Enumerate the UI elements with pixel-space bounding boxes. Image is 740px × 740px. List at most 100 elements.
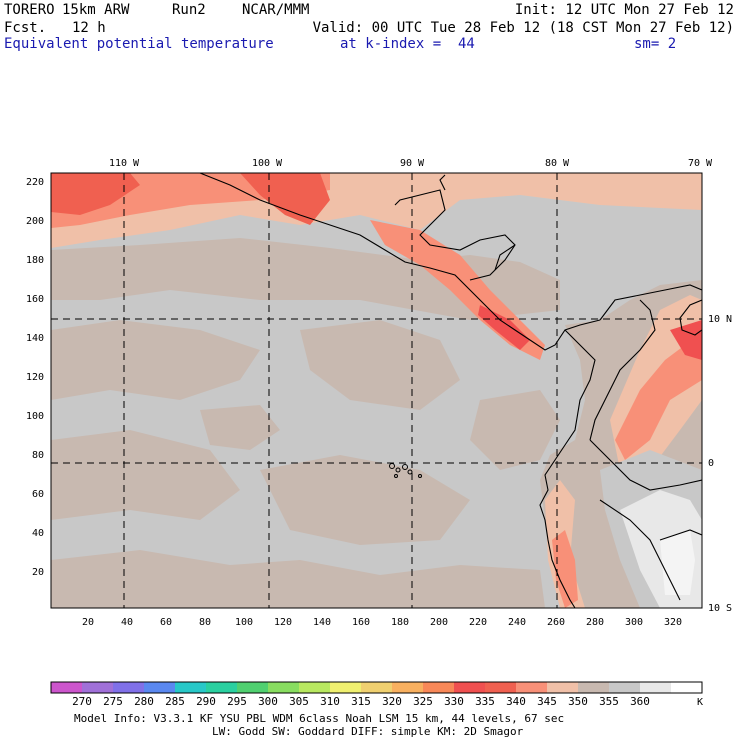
x-tick-label: 40	[121, 617, 133, 628]
coastlines	[199, 173, 702, 608]
run-label: Run2	[172, 2, 206, 18]
init-time: Init: 12 UTC Mon 27 Feb 12	[514, 2, 734, 18]
colorbar-swatch	[144, 682, 176, 693]
x-tick-label: 80	[199, 617, 211, 628]
theta-e-345-patches	[51, 238, 560, 608]
model-resolution: 15km ARW	[62, 2, 130, 18]
colorbar-swatch	[516, 682, 548, 693]
theta-e-330-venezuela	[670, 320, 702, 360]
colorbar-label: 290	[196, 695, 216, 708]
y-tick-label: 80	[32, 450, 44, 461]
colorbar-swatch	[82, 682, 114, 693]
colorbar-swatch	[423, 682, 455, 693]
colorbar-swatch	[237, 682, 269, 693]
x-grid-ticks: 20 40 60 80 100 120 140 160 180 200 220 …	[82, 617, 682, 628]
y-grid-ticks: 20 40 60 80 100 120 140 160 180 200 220	[26, 177, 44, 578]
colorbar-label: 305	[289, 695, 309, 708]
smoothing-label: sm= 2	[634, 36, 677, 52]
colorbar-label: 310	[320, 695, 340, 708]
x-tick-label: 100	[235, 617, 253, 628]
map-frame	[50, 172, 703, 609]
theta-e-335-coast	[552, 530, 578, 608]
y-tick-label: 140	[26, 333, 44, 344]
colorbar-label: 340	[506, 695, 526, 708]
theta-e-330-mexico	[240, 173, 330, 225]
colorbar	[50, 681, 703, 694]
x-tick-label: 120	[274, 617, 292, 628]
y-tick-label: 200	[26, 216, 44, 227]
x-tick-label: 180	[391, 617, 409, 628]
colorbar-label: 315	[351, 695, 371, 708]
x-tick-label: 140	[313, 617, 331, 628]
lon-label: 90 W	[400, 158, 425, 169]
x-tick-label: 300	[625, 617, 643, 628]
lat-label: 10 S	[708, 603, 732, 614]
colorbar-labels: 270 275 280 285 290 295 300 305 310 315 320 325 330 3…	[72, 695, 650, 708]
colorbar-swatch	[268, 682, 300, 693]
colorbar-swatch	[609, 682, 641, 693]
colorbar-swatch	[671, 682, 703, 693]
colorbar-swatch	[640, 682, 672, 693]
theta-e-330-nw	[51, 173, 140, 215]
colorbar-label: 295	[227, 695, 247, 708]
colorbar-swatch	[392, 682, 424, 693]
colorbar-swatch	[547, 682, 579, 693]
x-tick-label: 320	[664, 617, 682, 628]
org-label: NCAR/MMM	[242, 2, 310, 18]
y-tick-label: 40	[32, 528, 44, 539]
y-tick-label: 20	[32, 567, 44, 578]
x-tick-label: 200	[430, 617, 448, 628]
x-tick-label: 280	[586, 617, 604, 628]
map-area	[51, 173, 702, 608]
theta-e-335-colombia	[615, 340, 702, 460]
model-name: TORERO	[4, 2, 55, 18]
y-tick-label: 160	[26, 294, 44, 305]
colorbar-swatch	[361, 682, 393, 693]
colorbar-label: 300	[258, 695, 278, 708]
lon-label: 100 W	[252, 158, 283, 169]
colorbar-swatch	[454, 682, 486, 693]
colorbar-label: 320	[382, 695, 402, 708]
colorbar-swatch	[206, 682, 238, 693]
y-tick-label: 180	[26, 255, 44, 266]
x-tick-label: 60	[160, 617, 172, 628]
colorbar-swatch	[330, 682, 362, 693]
lat-lon-grid	[51, 173, 702, 608]
y-tick-label: 220	[26, 177, 44, 188]
colorbar-swatch	[578, 682, 610, 693]
lon-label: 110 W	[109, 158, 140, 169]
lon-label: 80 W	[545, 158, 570, 169]
colorbar-label: 335	[475, 695, 495, 708]
colorbar-swatch	[175, 682, 207, 693]
x-tick-label: 220	[469, 617, 487, 628]
colorbar-frame	[50, 681, 703, 694]
colorbar-label: 275	[103, 695, 123, 708]
theta-e-360-patch	[660, 530, 695, 595]
x-tick-label: 260	[547, 617, 565, 628]
colorbar-unit: K	[697, 697, 703, 708]
colorbar-swatch	[113, 682, 145, 693]
level-label: at k-index = 44	[340, 36, 475, 52]
lat-label: 10 N	[708, 314, 732, 325]
colorbar-swatch	[299, 682, 331, 693]
y-tick-label: 60	[32, 489, 44, 500]
field-name: Equivalent potential temperature	[4, 36, 274, 52]
colorbar-label: 345	[537, 695, 557, 708]
colorbar-swatch	[485, 682, 517, 693]
colorbar-label: 360	[630, 695, 650, 708]
x-tick-label: 160	[352, 617, 370, 628]
physics-info: LW: Godd SW: Goddard DIFF: simple KM: 2D…	[212, 725, 524, 738]
colorbar-label: 350	[568, 695, 588, 708]
forecast-label: Fcst.	[4, 20, 47, 36]
colorbar-label: 325	[413, 695, 433, 708]
theta-e-330-costa-rica	[478, 305, 530, 350]
y-tick-label: 120	[26, 372, 44, 383]
colorbar-label: 270	[72, 695, 92, 708]
forecast-hour: 12 h	[72, 20, 106, 36]
lon-label: 70 W	[688, 158, 713, 169]
lat-label: 0	[708, 458, 714, 469]
y-tick-label: 100	[26, 411, 44, 422]
model-info: Model Info: V3.3.1 KF YSU PBL WDM 6class…	[74, 712, 564, 725]
colorbar-label: 330	[444, 695, 464, 708]
